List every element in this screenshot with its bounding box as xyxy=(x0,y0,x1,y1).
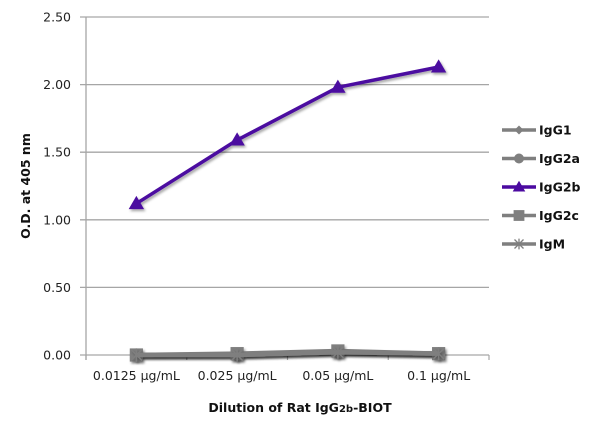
diamond-marker-icon xyxy=(514,125,524,135)
series-igm xyxy=(130,345,445,362)
y-axis-tick-labels: 0.00 0.50 1.00 1.50 2.00 2.50 xyxy=(43,10,71,363)
legend-item-igg2c: IgG2c xyxy=(502,208,579,223)
triangle-marker-icon xyxy=(330,79,346,93)
y-tick-label: 1.00 xyxy=(43,212,71,227)
x-tick-label: 0.025 µg/mL xyxy=(198,368,277,383)
triangle-marker-icon xyxy=(512,180,526,192)
series-line xyxy=(136,350,439,358)
y-tick-label: 2.00 xyxy=(43,77,71,92)
star-marker-icon xyxy=(231,348,244,362)
x-tick-label: 0.0125 µg/mL xyxy=(93,368,180,383)
series-line xyxy=(135,65,439,206)
square-marker-icon xyxy=(513,210,525,221)
x-axis xyxy=(85,17,490,360)
y-tick-label: 1.50 xyxy=(43,145,71,160)
star-marker-icon xyxy=(130,348,143,362)
y-tick-label: 2.50 xyxy=(43,10,71,25)
x-axis-tick-labels: 0.0125 µg/mL 0.025 µg/mL 0.05 µg/mL 0.1 µg/… xyxy=(93,368,470,383)
star-marker-icon xyxy=(514,238,524,250)
data-series xyxy=(128,59,447,362)
legend-item-igg2a: IgG2a xyxy=(502,151,580,166)
triangle-marker-icon xyxy=(430,59,447,73)
triangle-marker-icon xyxy=(229,132,245,146)
x-axis-title: Dilution of Rat IgG2b-BIOT xyxy=(208,400,392,415)
legend-label: IgM xyxy=(539,237,565,252)
legend-label: IgG1 xyxy=(539,123,572,138)
star-marker-icon xyxy=(432,347,445,361)
legend: IgG1 IgG2a IgG2b IgG2c IgM xyxy=(502,123,581,252)
series-igg2b xyxy=(128,59,447,210)
triangle-marker-icon xyxy=(128,195,145,210)
legend-label: IgG2b xyxy=(539,180,581,195)
star-marker-icon xyxy=(331,345,344,359)
legend-label: IgG2a xyxy=(539,151,580,166)
legend-item-igg1: IgG1 xyxy=(502,123,572,138)
y-tick-label: 0.00 xyxy=(43,348,71,363)
x-tick-label: 0.1 µg/mL xyxy=(407,368,470,383)
y-axis-title: O.D. at 405 nm xyxy=(18,133,33,239)
legend-item-igm: IgM xyxy=(502,237,565,252)
y-tick-label: 0.50 xyxy=(43,280,71,295)
x-tick-label: 0.05 µg/mL xyxy=(302,368,373,383)
legend-label: IgG2c xyxy=(539,208,579,223)
legend-item-igg2b: IgG2b xyxy=(502,180,581,195)
circle-marker-icon xyxy=(514,153,524,164)
